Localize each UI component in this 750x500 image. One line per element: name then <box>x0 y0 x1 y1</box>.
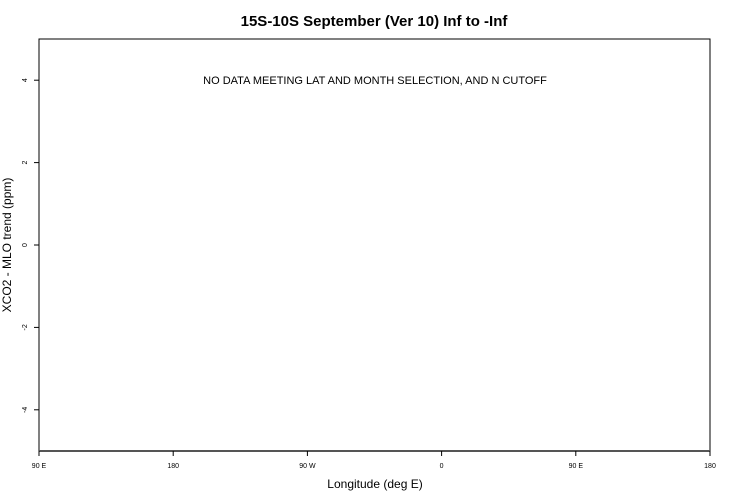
y-tick-label: -2 <box>22 324 29 330</box>
x-tick-label: 90 E <box>569 463 584 470</box>
x-tick-label: 180 <box>704 463 716 470</box>
x-tick-label: 180 <box>167 463 179 470</box>
y-tick-label: -4 <box>22 407 29 413</box>
y-axis-label: XCO2 - MLO trend (ppm) <box>0 178 14 313</box>
y-tick-label: 4 <box>22 78 29 82</box>
x-tick-label: 0 <box>440 463 444 470</box>
x-axis-label: Longitude (deg E) <box>327 477 422 491</box>
chart-title: 15S-10S September (Ver 10) Inf to -Inf <box>241 13 509 30</box>
x-tick-label: 90 E <box>32 463 47 470</box>
plot-frame <box>38 38 711 452</box>
x-tick-label: 90 W <box>299 463 316 470</box>
y-tick-label: 0 <box>22 243 29 247</box>
no-data-annotation: NO DATA MEETING LAT AND MONTH SELECTION,… <box>203 75 547 87</box>
y-tick-label: 2 <box>22 161 29 165</box>
